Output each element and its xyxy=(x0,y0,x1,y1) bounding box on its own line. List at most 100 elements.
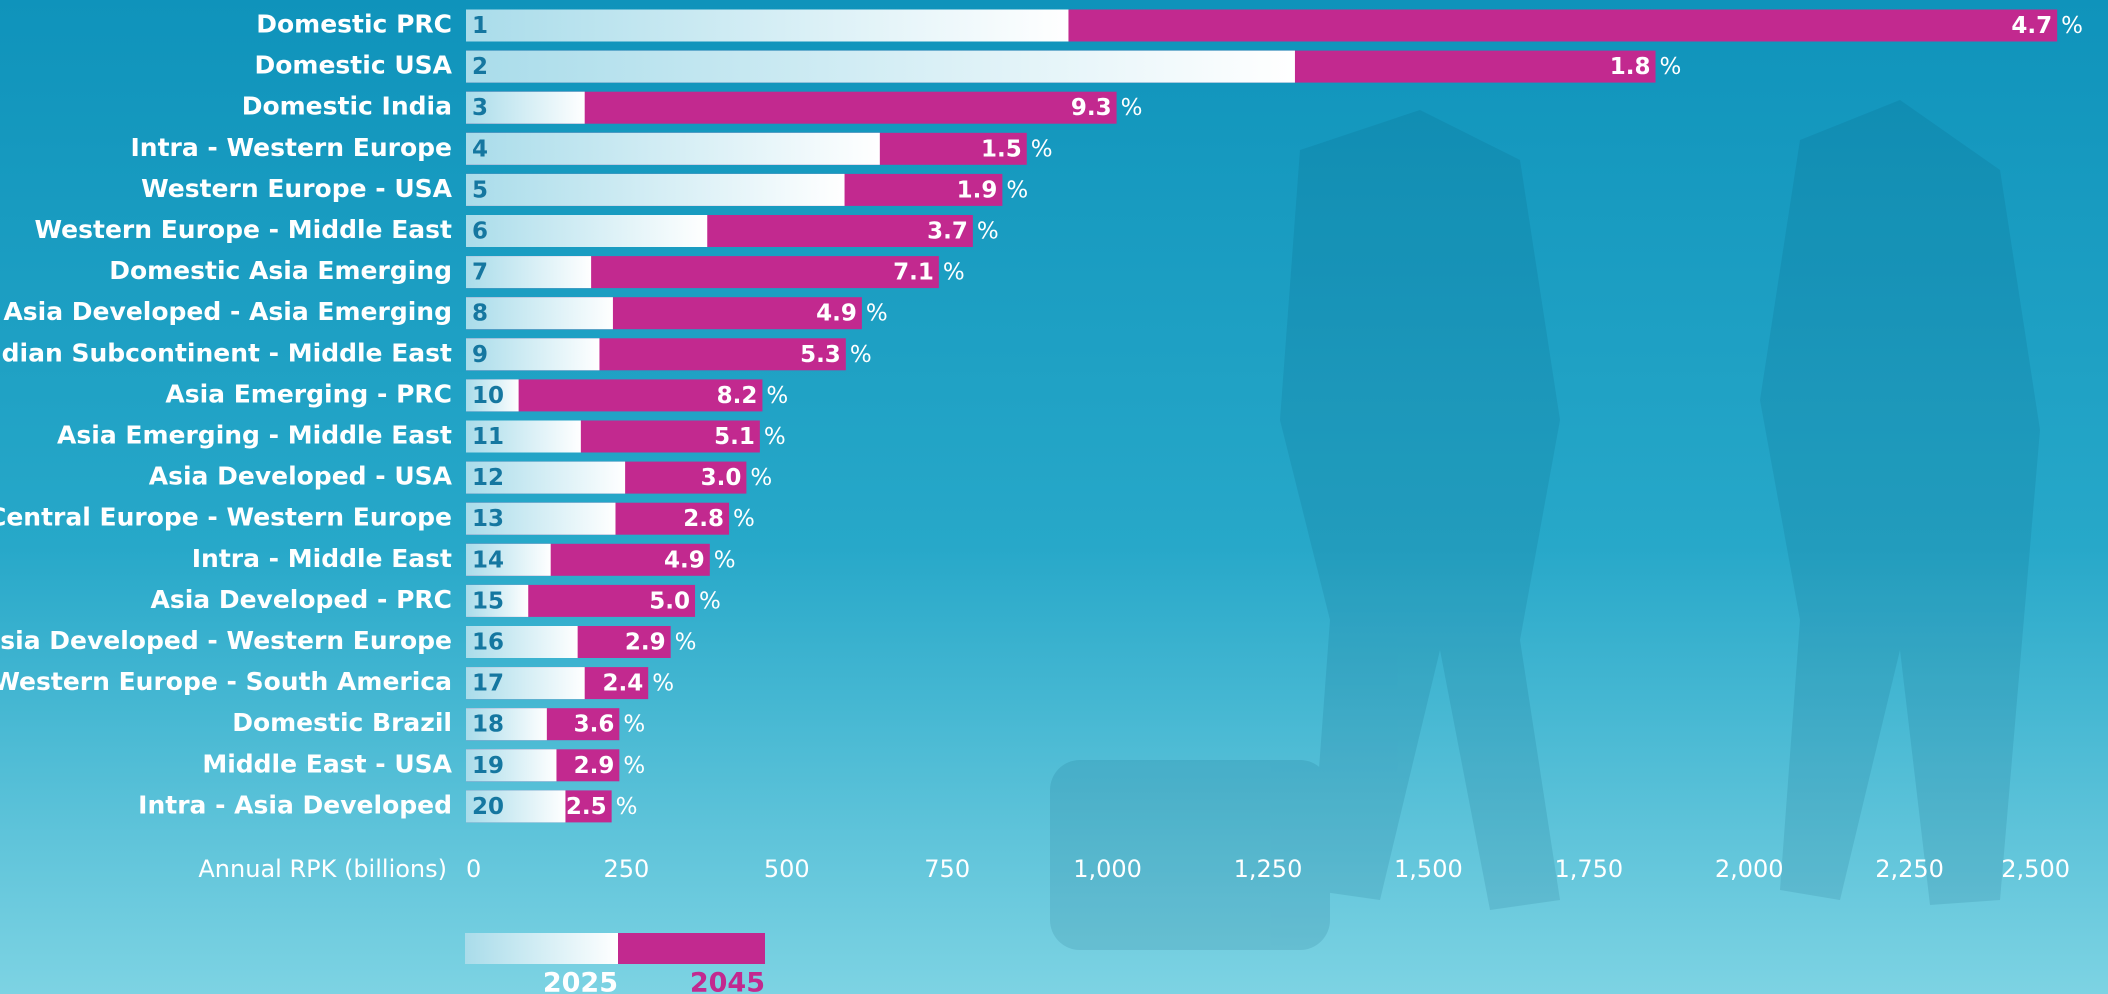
growth-label: 2.9 xyxy=(574,753,615,779)
rank-label: 14 xyxy=(472,547,504,573)
growth-unit: % xyxy=(2061,13,2083,39)
growth-unit: % xyxy=(616,794,638,820)
category-label: Indian Subcontinent - Middle East xyxy=(0,338,452,367)
growth-unit: % xyxy=(764,424,786,450)
category-label: Asia Emerging - PRC xyxy=(165,379,452,408)
rank-label: 4 xyxy=(472,136,488,162)
growth-label: 4.9 xyxy=(664,547,705,573)
rank-label: 2 xyxy=(472,54,488,80)
growth-label: 3.7 xyxy=(927,219,968,245)
x-tick-label: 2,000 xyxy=(1715,855,1784,883)
growth-unit: % xyxy=(850,342,872,368)
x-tick-label: 1,500 xyxy=(1394,855,1463,883)
growth-label: 4.7 xyxy=(2011,13,2052,39)
growth-unit: % xyxy=(699,588,721,614)
growth-unit: % xyxy=(766,383,788,409)
rank-label: 3 xyxy=(472,95,488,121)
growth-unit: % xyxy=(1031,136,1053,162)
rank-label: 15 xyxy=(472,588,504,614)
x-tick-label: 1,750 xyxy=(1554,855,1623,883)
bar-2025 xyxy=(466,215,707,247)
growth-label: 5.1 xyxy=(714,424,755,450)
bar-2025 xyxy=(466,10,1068,42)
bar-2025 xyxy=(466,297,613,329)
legend-label: 2025 xyxy=(543,968,618,994)
growth-label: 2.4 xyxy=(602,671,643,697)
rank-label: 5 xyxy=(472,177,488,203)
growth-unit: % xyxy=(675,630,697,656)
x-tick-label: 1,250 xyxy=(1234,855,1303,883)
growth-unit: % xyxy=(623,712,645,738)
category-label: Intra - Asia Developed xyxy=(138,790,452,819)
growth-unit: % xyxy=(1660,54,1682,80)
category-label: Domestic India xyxy=(242,92,452,121)
x-tick-label: 2,500 xyxy=(2001,855,2070,883)
bar-2025 xyxy=(466,174,845,206)
page: {"chart_data": {"type": "bar", "orientat… xyxy=(0,0,2108,994)
growth-unit: % xyxy=(1006,177,1028,203)
x-tick-label: 0 xyxy=(466,855,481,883)
legend-swatch xyxy=(465,933,618,964)
category-label: Intra - Middle East xyxy=(192,544,452,573)
rank-label: 16 xyxy=(472,630,504,656)
growth-unit: % xyxy=(652,671,674,697)
category-label: Intra - Western Europe xyxy=(130,133,452,162)
x-axis-label: Annual RPK (billions) xyxy=(198,855,447,883)
category-label: Asia Developed - Asia Emerging xyxy=(3,297,452,326)
growth-label: 3.0 xyxy=(701,465,742,491)
category-label: Western Europe - Middle East xyxy=(34,215,452,244)
rank-label: 20 xyxy=(472,794,504,820)
growth-unit: % xyxy=(866,301,888,327)
x-tick-label: 750 xyxy=(924,855,970,883)
category-label: Domestic Brazil xyxy=(232,708,452,737)
x-tick-label: 500 xyxy=(764,855,810,883)
legend-swatch xyxy=(618,933,765,964)
growth-label: 1.9 xyxy=(957,177,998,203)
growth-label: 2.9 xyxy=(625,630,666,656)
rank-label: 17 xyxy=(472,671,504,697)
category-label: Middle East - USA xyxy=(202,749,452,778)
growth-label: 1.5 xyxy=(981,136,1022,162)
rank-label: 19 xyxy=(472,753,504,779)
rank-label: 12 xyxy=(472,465,504,491)
category-label: Asia Developed - PRC xyxy=(150,585,452,614)
growth-label: 1.8 xyxy=(1610,54,1651,80)
growth-label: 5.0 xyxy=(649,588,690,614)
growth-unit: % xyxy=(623,753,645,779)
rank-label: 6 xyxy=(472,219,488,245)
growth-label: 9.3 xyxy=(1071,95,1112,121)
background-figures xyxy=(1050,100,2040,950)
category-label: Asia Emerging - Middle East xyxy=(57,421,452,450)
growth-label: 2.5 xyxy=(566,794,607,820)
growth-label: 4.9 xyxy=(816,301,857,327)
growth-label: 7.1 xyxy=(893,260,934,286)
rank-label: 11 xyxy=(472,424,504,450)
x-tick-label: 250 xyxy=(603,855,649,883)
growth-unit: % xyxy=(943,260,965,286)
growth-unit: % xyxy=(977,219,999,245)
category-label: Domestic PRC xyxy=(256,10,452,39)
category-label: Asia Developed - Western Europe xyxy=(0,626,452,655)
growth-label: 5.3 xyxy=(800,342,841,368)
growth-label: 3.6 xyxy=(574,712,615,738)
bar-2025 xyxy=(466,51,1295,83)
category-label: Domestic USA xyxy=(254,51,452,80)
rank-label: 8 xyxy=(472,301,488,327)
chart: Annual RPK (billions) 0 250 500 750 1,000 1,2… xyxy=(0,0,2108,994)
category-label: Central Europe - Western Europe xyxy=(0,503,452,532)
growth-unit: % xyxy=(750,465,772,491)
rank-label: 13 xyxy=(472,506,504,532)
growth-label: 8.2 xyxy=(717,383,758,409)
category-label: Asia Developed - USA xyxy=(149,462,453,491)
rank-label: 18 xyxy=(472,712,504,738)
legend-label: 2045 xyxy=(690,968,765,994)
x-tick-label: 1,000 xyxy=(1073,855,1142,883)
rank-label: 9 xyxy=(472,342,488,368)
growth-unit: % xyxy=(714,547,736,573)
growth-unit: % xyxy=(733,506,755,532)
category-label: Western Europe - South America xyxy=(0,667,452,696)
x-tick-label: 2,250 xyxy=(1875,855,1944,883)
rank-label: 10 xyxy=(472,383,504,409)
growth-unit: % xyxy=(1121,95,1143,121)
category-label: Domestic Asia Emerging xyxy=(109,256,452,285)
